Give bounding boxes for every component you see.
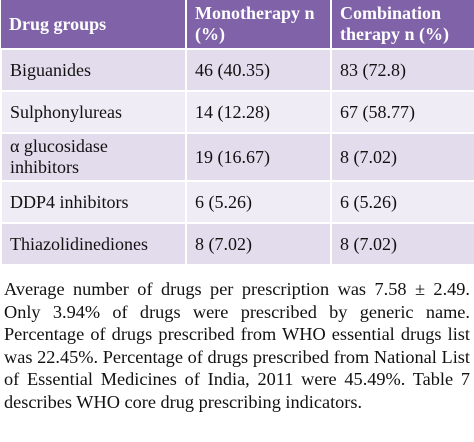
table-cell: α glucosidase inhibitors <box>0 132 187 182</box>
header-cell: Combination therapy n (%) <box>331 0 474 49</box>
table-cell: 8 (7.02) <box>330 132 474 182</box>
table-cell: 67 (58.77) <box>330 90 474 134</box>
table-row: Sulphonylureas 14 (12.28) 67 (58.77) <box>0 90 474 134</box>
table-row: Biguanides 46 (40.35) 83 (72.8) <box>0 48 474 92</box>
table-cell: 83 (72.8) <box>330 48 474 92</box>
header-cell: Drug groups <box>1 0 187 49</box>
table-row: α glucosidase inhibitors 19 (16.67) 8 (7.0… <box>0 132 474 182</box>
table-cell: DDP4 inhibitors <box>0 180 187 224</box>
table-cell: Biguanides <box>0 48 187 92</box>
table-cell: 14 (12.28) <box>185 90 332 134</box>
paragraph: Average number of drugs per prescription… <box>4 279 470 412</box>
table-cell: 46 (40.35) <box>185 48 332 92</box>
header-cell: Monotherapy n (%) <box>186 0 332 49</box>
table-cell: 19 (16.67) <box>185 132 332 182</box>
table-row: DDP4 inhibitors 6 (5.26) 6 (5.26) <box>0 180 474 224</box>
table-cell: Thiazolidinediones <box>0 222 187 266</box>
table-cell: 8 (7.02) <box>330 222 474 266</box>
table-cell: 6 (5.26) <box>330 180 474 224</box>
table-body: Biguanides 46 (40.35) 83 (72.8) Sulphonylur… <box>0 48 474 266</box>
table-row: Thiazolidinediones 8 (7.02) 8 (7.02) <box>0 222 474 266</box>
header-row: Drug groups Monotherapy n (%) Combination … <box>1 0 474 49</box>
drug-table: Drug groups Monotherapy n (%) Combination … <box>0 0 474 266</box>
table-cell: 8 (7.02) <box>185 222 332 266</box>
table-cell: 6 (5.26) <box>185 180 332 224</box>
table-cell: Sulphonylureas <box>0 90 187 134</box>
